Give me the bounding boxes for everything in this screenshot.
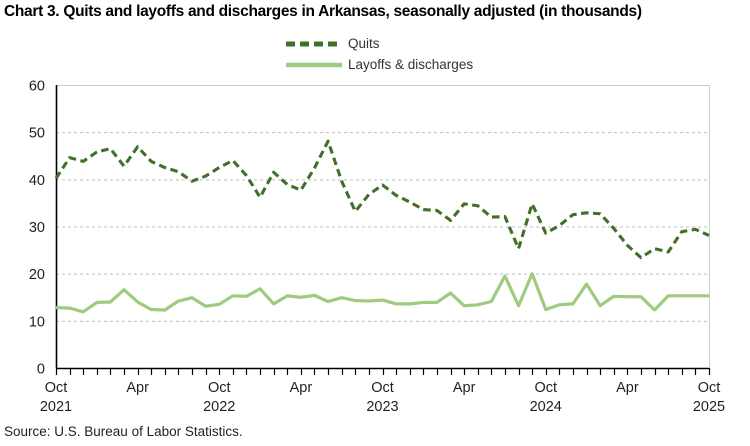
- x-axis-month-label: Apr: [126, 380, 149, 396]
- x-axis-month-label: Oct: [534, 380, 557, 396]
- series-line-layoffs-discharges: [55, 272, 709, 314]
- y-axis-tick-label: 0: [37, 362, 45, 378]
- legend-swatch-quits: [286, 41, 342, 46]
- x-axis-year-label: 2025: [693, 399, 725, 415]
- x-axis-month-label: Apr: [616, 380, 639, 396]
- legend-label-quits: Quits: [348, 36, 380, 51]
- y-axis-tick-label: 60: [29, 79, 45, 95]
- y-axis-tick-label: 40: [29, 173, 45, 189]
- x-axis-month-label: Oct: [371, 380, 394, 396]
- chart-title: Chart 3. Quits and layoffs and discharge…: [4, 3, 642, 20]
- legend-swatch-layoffs: [286, 62, 342, 67]
- x-axis-month-label: Apr: [453, 380, 476, 396]
- legend-item-layoffs: Layoffs & discharges: [286, 54, 473, 75]
- legend-item-quits: Quits: [286, 33, 473, 54]
- series-line-quits: [54, 139, 710, 260]
- gridlines: [56, 85, 710, 368]
- x-axis-month-label: Oct: [45, 380, 68, 396]
- y-axis-labels: 0 10 20 30 40 50 60: [29, 79, 45, 378]
- x-axis-year-label: 2024: [530, 399, 562, 415]
- data-series: [54, 139, 710, 314]
- source-note: Source: U.S. Bureau of Labor Statistics.: [4, 424, 243, 439]
- x-axis-month-label: Apr: [290, 380, 313, 396]
- y-axis-tick-label: 50: [29, 126, 45, 142]
- y-axis-tick-label: 10: [29, 314, 45, 330]
- y-axis-tick-label: 30: [29, 220, 45, 236]
- x-axis-year-label: 2021: [40, 399, 72, 415]
- x-axis-month-label: Oct: [698, 380, 721, 396]
- x-axis-ticks: [55, 368, 711, 375]
- y-axis-tick-label: 20: [29, 267, 45, 283]
- x-axis-year-label: 2023: [366, 399, 398, 415]
- legend-label-layoffs: Layoffs & discharges: [348, 57, 474, 72]
- x-axis-year-label: 2022: [203, 399, 235, 415]
- x-axis-labels: Oct 2021 Apr Oct 2022 Apr Oct 2023 Apr Oct 2024 Apr…: [40, 380, 725, 415]
- x-axis-month-label: Oct: [208, 380, 231, 396]
- chart-legend: Quits Layoffs & discharges: [286, 33, 473, 75]
